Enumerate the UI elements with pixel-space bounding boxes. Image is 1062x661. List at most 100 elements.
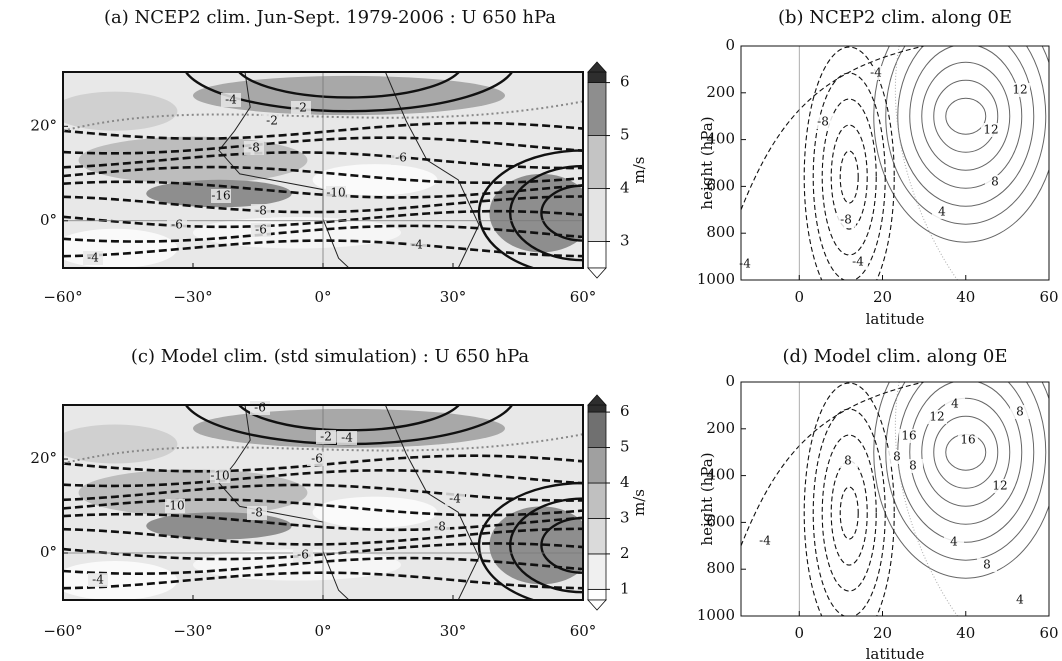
y-tick-label: 1000	[697, 270, 735, 288]
contour-line	[812, 72, 886, 280]
colorbar-label: m/s	[630, 489, 648, 516]
contour-line	[509, 164, 583, 262]
contour-line	[885, 382, 1047, 561]
contour-line	[63, 239, 583, 258]
contour-label-bg	[838, 454, 858, 468]
y-tick-label: 200	[706, 419, 735, 437]
y-tick-label: 20°	[30, 449, 57, 467]
panel-title: (c) Model clim. (std simulation) : U 650…	[131, 346, 530, 367]
shading	[63, 228, 178, 268]
y-tick-label: 1000	[697, 606, 735, 624]
contour-line	[540, 184, 583, 242]
colorbar-tick-label: 6	[620, 402, 630, 420]
contour-line	[237, 72, 461, 99]
colorbar-segment	[587, 411, 607, 448]
contour-label-bg	[903, 459, 923, 473]
contour-label-bg	[293, 548, 313, 562]
contour-label: 4	[951, 397, 959, 411]
contour-label-bg	[391, 151, 411, 165]
contour-label: 16	[960, 433, 975, 447]
shading	[63, 91, 178, 131]
contour-label-bg	[430, 520, 450, 534]
shading	[146, 512, 292, 540]
contour-label: 4	[938, 205, 946, 219]
colorbar-segment	[587, 447, 607, 484]
x-tick-label: 40	[956, 624, 975, 642]
colorbar-extend	[587, 267, 607, 279]
colorbar-segment	[587, 71, 607, 83]
colorbar-tick-label: 2	[620, 544, 630, 562]
y-tick-label: 200	[706, 83, 735, 101]
colorbar-segment	[587, 518, 607, 555]
contour-label: -8	[817, 115, 829, 129]
colorbar-segment	[587, 553, 607, 590]
contour-label-bg	[927, 410, 947, 424]
panel-title: (a) NCEP2 clim. Jun-Sept. 1979-2006 : U …	[104, 7, 556, 28]
contour-line	[873, 382, 1049, 579]
contour-line	[63, 195, 583, 214]
contour-line	[945, 97, 987, 135]
y-tick-label: 800	[706, 559, 735, 577]
contour-label: 8	[983, 558, 991, 572]
contour-label-bg	[848, 255, 868, 269]
contour-label: -6	[254, 401, 266, 415]
contour-line	[909, 46, 1023, 189]
contour-line	[921, 397, 1011, 507]
colorbar-tick-label: 5	[620, 438, 630, 456]
contour-line	[897, 46, 1035, 207]
x-tick-label: −30°	[173, 288, 212, 306]
contour-label: -6	[311, 452, 323, 466]
contour-line	[921, 61, 1011, 171]
contour-label: -8	[255, 204, 267, 218]
contour-label-bg	[1010, 83, 1030, 97]
x-tick-label: 20	[873, 624, 892, 642]
contour-line	[741, 46, 925, 211]
contour-label: -10	[210, 469, 229, 483]
x-tick-label: 0°	[314, 288, 331, 306]
plot-frame	[740, 45, 1050, 281]
y-tick-label: 800	[706, 223, 735, 241]
x-tick-label: 30°	[440, 288, 467, 306]
coastline	[384, 405, 480, 600]
contour-line	[184, 72, 514, 113]
contour-line	[933, 79, 999, 153]
contour-line	[477, 149, 583, 268]
colorbar-segment	[587, 241, 607, 269]
contour-line	[63, 571, 583, 590]
contour-label: 8	[1016, 405, 1024, 419]
colorbar-label: m/s	[630, 157, 648, 184]
coastline	[218, 72, 350, 268]
contour-label: -4	[449, 492, 461, 506]
shading	[78, 469, 308, 517]
contour-label-bg	[899, 429, 919, 443]
contour-line	[830, 124, 868, 230]
contour-label: -8	[840, 213, 852, 227]
colorbar-tick-label: 5	[620, 126, 630, 144]
plot-area	[741, 46, 1049, 280]
contour-label-bg	[83, 251, 103, 265]
contour-line	[63, 165, 583, 185]
contour-label-bg	[887, 450, 907, 464]
x-tick-label: 0	[794, 624, 804, 642]
contour-label-bg	[945, 397, 965, 411]
contour-label: -4	[870, 66, 882, 80]
shading	[312, 496, 438, 528]
contour-line	[237, 405, 461, 432]
y-tick-label: 400	[706, 130, 735, 148]
contour-label-bg	[337, 431, 357, 445]
colorbar-segment	[587, 588, 607, 601]
contour-label-bg	[944, 535, 964, 549]
contour-line	[63, 469, 583, 488]
contour-label: 4	[1016, 593, 1024, 607]
contour-label: -8	[248, 141, 260, 155]
y-tick-label: 0°	[40, 211, 57, 229]
contour-label-bg	[932, 205, 952, 219]
contour-label: -6	[171, 218, 183, 232]
contour-label: -8	[434, 520, 446, 534]
contour-line	[839, 486, 859, 540]
y-tick-label: 0	[725, 372, 735, 390]
contour-line	[477, 481, 583, 600]
contour-line	[821, 98, 877, 256]
contour-line	[63, 483, 583, 502]
contour-label-bg	[307, 452, 327, 466]
